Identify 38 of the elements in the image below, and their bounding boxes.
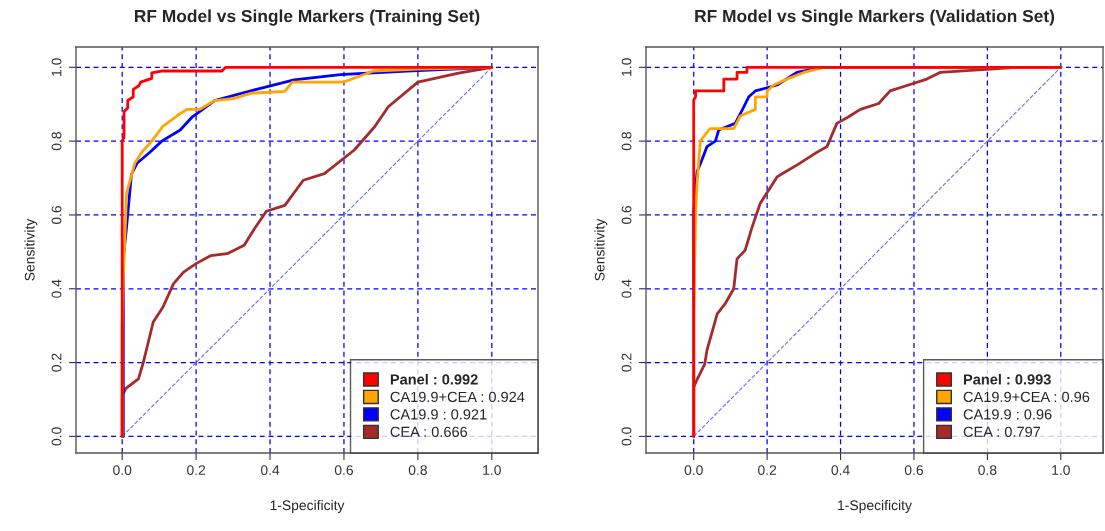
legend-label: CA19.9 : 0.96 <box>963 409 1052 420</box>
y-tick-label: 0.0 <box>51 427 62 446</box>
chart-title: RF Model vs Single Markers (Training Set) <box>135 9 480 26</box>
y-tick-label: 1.0 <box>621 58 632 76</box>
x-tick-label: 0.6 <box>334 465 353 476</box>
x-tick-label: 0.6 <box>904 465 923 476</box>
legend-label: CA19.9+CEA : 0.96 <box>963 391 1090 403</box>
legend-label: CA19.9 : 0.921 <box>390 409 487 420</box>
x-tick-label: 0.0 <box>113 465 132 476</box>
legend-label: Panel : 0.992 <box>390 373 478 385</box>
x-tick-label: 1.0 <box>1052 465 1070 476</box>
y-tick-label: 0.4 <box>621 279 632 298</box>
y-tick-label: 1.0 <box>51 58 62 76</box>
x-tick-label: 0.8 <box>408 465 427 476</box>
x-axis-title: 1-Specificity <box>270 499 345 513</box>
x-tick-label: 0.8 <box>978 465 997 476</box>
y-tick-label: 0.0 <box>621 427 632 446</box>
y-tick-label: 0.2 <box>51 353 62 372</box>
x-tick-label: 0.2 <box>187 465 206 476</box>
legend-label: Panel : 0.993 <box>963 373 1051 385</box>
y-axis-title: Sensitivity <box>594 218 608 281</box>
y-tick-label: 0.6 <box>621 205 632 225</box>
y-axis-title: Sensitivity <box>24 218 38 281</box>
legend-label: CEA : 0.666 <box>390 426 468 437</box>
x-tick-label: 0.4 <box>260 465 280 476</box>
x-tick-label: 0.0 <box>684 465 703 476</box>
legend-label: CEA : 0.797 <box>963 426 1041 437</box>
x-tick-label: 0.2 <box>758 465 777 476</box>
y-tick-label: 0.4 <box>51 279 62 298</box>
y-tick-label: 0.8 <box>621 132 632 151</box>
y-tick-label: 0.8 <box>51 132 62 151</box>
y-tick-label: 0.6 <box>51 205 62 225</box>
x-tick-label: 1.0 <box>483 465 501 476</box>
x-tick-label: 0.4 <box>831 465 850 476</box>
legend-label: CA19.9+CEA : 0.924 <box>390 391 525 403</box>
x-axis-title: 1-Specificity <box>838 499 912 513</box>
y-tick-label: 0.2 <box>621 353 632 372</box>
chart-title: RF Model vs Single Markers (Validation Set) <box>695 9 1055 26</box>
